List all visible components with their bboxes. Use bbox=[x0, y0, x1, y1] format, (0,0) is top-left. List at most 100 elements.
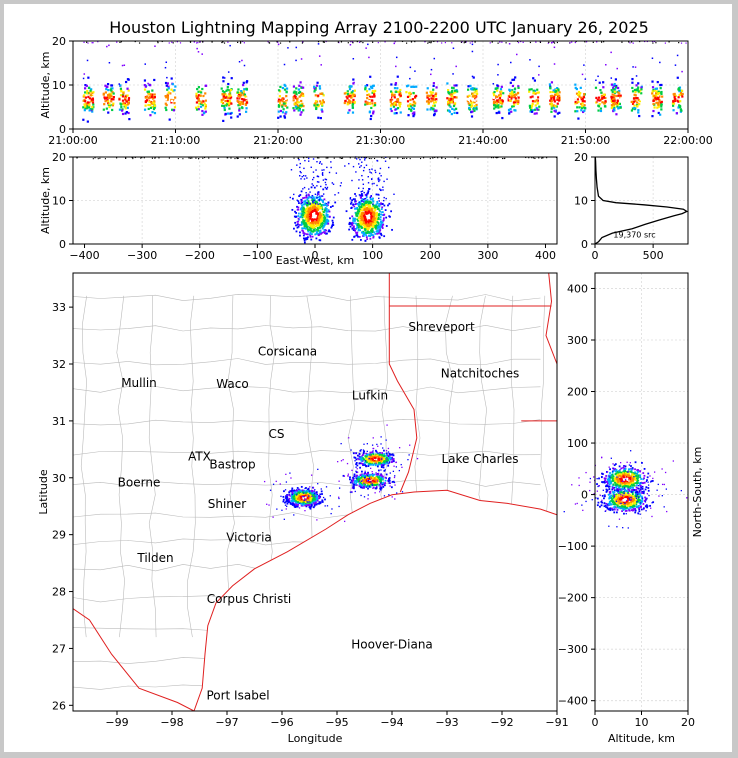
source-point bbox=[291, 494, 294, 497]
source-point bbox=[351, 480, 354, 483]
source-point bbox=[298, 489, 301, 491]
source-point bbox=[320, 103, 324, 106]
source-point bbox=[436, 41, 439, 43]
source-point bbox=[317, 105, 320, 108]
source-point bbox=[322, 101, 326, 104]
source-point bbox=[87, 101, 90, 104]
source-point bbox=[364, 85, 367, 88]
source-point bbox=[385, 477, 387, 479]
source-point bbox=[300, 99, 303, 103]
source-point bbox=[427, 102, 430, 106]
source-point bbox=[291, 492, 294, 494]
source-point bbox=[380, 479, 382, 481]
texas-louisiana-border bbox=[388, 273, 418, 493]
source-point bbox=[409, 158, 411, 160]
source-point bbox=[393, 112, 396, 115]
source-point bbox=[635, 75, 638, 77]
source-point bbox=[376, 208, 379, 210]
source-point bbox=[558, 99, 561, 102]
source-point bbox=[320, 207, 323, 209]
source-point bbox=[302, 237, 305, 240]
source-point bbox=[351, 222, 354, 225]
source-point bbox=[334, 201, 337, 204]
source-point bbox=[377, 216, 380, 219]
source-point bbox=[322, 215, 325, 218]
source-point bbox=[348, 228, 351, 231]
source-point bbox=[536, 102, 539, 105]
source-point bbox=[383, 204, 386, 207]
source-point bbox=[385, 452, 388, 455]
source-point bbox=[311, 197, 313, 199]
source-point bbox=[174, 100, 177, 103]
source-point bbox=[303, 503, 306, 506]
source-point bbox=[299, 113, 302, 116]
source-point bbox=[327, 209, 330, 212]
source-point bbox=[345, 95, 348, 99]
source-point bbox=[119, 41, 121, 43]
source-point bbox=[679, 108, 682, 111]
source-point bbox=[228, 107, 231, 110]
source-point bbox=[354, 157, 356, 159]
source-point bbox=[108, 105, 111, 109]
source-point bbox=[356, 478, 359, 481]
source-point bbox=[288, 500, 291, 503]
source-point bbox=[311, 204, 314, 207]
source-point bbox=[610, 95, 613, 98]
source-point bbox=[149, 106, 153, 109]
source-point bbox=[351, 179, 353, 182]
source-point bbox=[475, 107, 478, 110]
source-point bbox=[301, 216, 304, 219]
source-point bbox=[374, 227, 377, 229]
source-point bbox=[511, 105, 514, 108]
source-point bbox=[376, 206, 379, 208]
source-point bbox=[314, 216, 317, 219]
source-point bbox=[314, 208, 317, 211]
source-point bbox=[629, 42, 631, 44]
source-point bbox=[399, 94, 402, 97]
source-point bbox=[372, 200, 375, 203]
source-point bbox=[631, 102, 635, 105]
source-point bbox=[308, 492, 311, 495]
source-point bbox=[125, 80, 128, 84]
source-point bbox=[310, 505, 313, 508]
source-point bbox=[122, 102, 125, 105]
source-point bbox=[189, 41, 192, 43]
source-point bbox=[681, 95, 684, 98]
source-point bbox=[658, 99, 661, 102]
source-point bbox=[315, 203, 318, 206]
source-point bbox=[390, 486, 393, 489]
source-point bbox=[351, 215, 354, 218]
source-point bbox=[298, 159, 300, 161]
source-point bbox=[223, 92, 226, 95]
source-point bbox=[316, 223, 318, 226]
source-point bbox=[189, 157, 191, 159]
source-point bbox=[365, 464, 367, 467]
source-point bbox=[372, 473, 375, 476]
source-point bbox=[277, 157, 279, 159]
source-point bbox=[167, 85, 170, 88]
source-point bbox=[372, 486, 375, 489]
source-point bbox=[296, 226, 299, 229]
source-point bbox=[321, 218, 324, 221]
source-point bbox=[353, 89, 356, 92]
source-point bbox=[365, 213, 368, 215]
source-point bbox=[363, 220, 365, 223]
source-point bbox=[303, 211, 306, 214]
source-point bbox=[355, 471, 358, 474]
source-point bbox=[356, 464, 359, 467]
source-point bbox=[577, 93, 580, 96]
county-border bbox=[73, 418, 541, 426]
source-point bbox=[380, 222, 383, 225]
source-point bbox=[295, 87, 298, 90]
source-point bbox=[297, 101, 300, 104]
source-point bbox=[473, 105, 477, 108]
source-point bbox=[165, 103, 168, 107]
source-point bbox=[324, 178, 326, 180]
source-point bbox=[357, 229, 360, 232]
source-point bbox=[433, 104, 436, 107]
source-point bbox=[535, 99, 538, 102]
source-point bbox=[303, 207, 305, 210]
source-point bbox=[595, 79, 597, 82]
source-point bbox=[307, 236, 309, 239]
source-point bbox=[313, 498, 316, 501]
